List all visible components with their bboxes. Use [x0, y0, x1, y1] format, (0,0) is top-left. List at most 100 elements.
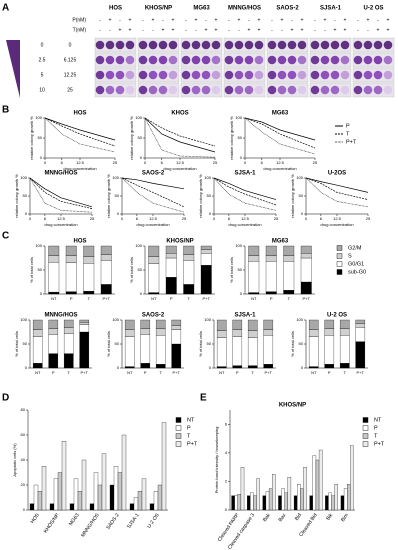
bar-segment: [248, 261, 260, 293]
well: [353, 40, 363, 50]
well: [201, 40, 211, 50]
well: [158, 40, 168, 50]
sign: +: [387, 17, 390, 23]
chart-title: MG63: [272, 239, 289, 245]
y-tick-label: 100: [112, 317, 119, 322]
y-tick-label: 50: [207, 341, 212, 346]
legend-label: P: [187, 425, 191, 431]
well: [267, 85, 277, 95]
y-tick-label: 20: [21, 482, 26, 487]
series-line: [121, 177, 185, 213]
x-tick-label: Bax: [278, 512, 288, 523]
legend-swatch: [175, 417, 182, 423]
sign: -: [185, 27, 187, 33]
x-tick-label: MNNG/HOS: [80, 512, 101, 539]
well: [105, 55, 115, 65]
x-tick-label: 12.5: [276, 160, 285, 165]
x-tick-label: NT: [35, 370, 41, 375]
bar-segment: [300, 257, 312, 283]
sign: -: [228, 17, 230, 23]
x-axis-label: drug concentration: [263, 166, 296, 171]
bar-segment: [79, 324, 90, 333]
bar-segment: [140, 319, 151, 329]
bar: [303, 466, 307, 511]
well: [297, 55, 307, 65]
y-tick-label: 0: [40, 291, 43, 296]
x-tick-label: NT: [219, 370, 225, 375]
bar-segment: [32, 336, 43, 364]
bar-segment: [265, 245, 277, 256]
y-tick-label: 0: [240, 155, 243, 160]
well: [191, 55, 201, 65]
bar: [81, 459, 87, 511]
y-tick-label: 0: [140, 155, 143, 160]
y-axis-label: relative colony growth %: [106, 174, 111, 218]
x-tick-label: NT: [311, 370, 317, 375]
sign: -: [314, 17, 316, 23]
bar-segment: [339, 335, 350, 364]
sign: +: [172, 17, 175, 23]
x-tick-label: 12.5: [76, 160, 85, 165]
bar-segment: [324, 328, 335, 336]
bar-segment: [124, 336, 135, 367]
well: [105, 70, 115, 80]
sign: +: [344, 17, 347, 23]
bar-segment: [140, 363, 151, 369]
bar-segment: [124, 329, 135, 337]
bar: [340, 495, 345, 511]
sign: -: [334, 17, 336, 23]
bar: [287, 476, 292, 511]
well: [267, 40, 277, 50]
bar-segment: [32, 329, 43, 337]
series-line: [29, 177, 93, 213]
x-tick-label: 6: [320, 216, 323, 221]
panel-label: B: [2, 105, 9, 116]
series-line: [44, 117, 116, 153]
series-line: [213, 177, 277, 206]
cell-line: U-2 OS: [363, 6, 383, 12]
well: [181, 85, 191, 95]
bar-segment: [165, 245, 177, 254]
well: [234, 85, 244, 95]
chart-title: KHOS: [171, 111, 188, 117]
sign: -: [357, 17, 359, 23]
bar-segment: [48, 328, 59, 335]
series-line: [305, 177, 369, 208]
well: [224, 85, 234, 95]
well: [267, 70, 277, 80]
bar-segment: [171, 343, 182, 369]
x-tick-label: T: [88, 296, 91, 301]
bar-segment: [63, 333, 74, 354]
well: [320, 55, 330, 65]
bar-segment: [124, 366, 135, 369]
bar-segment: [200, 245, 212, 250]
plate: [137, 52, 180, 68]
series-line: [29, 177, 93, 209]
bar-segment: [83, 245, 95, 257]
x-tick-label: P+T: [357, 370, 365, 375]
bar-segment: [248, 292, 260, 295]
legend-label: P: [374, 425, 378, 431]
concentration: 0: [69, 42, 72, 48]
x-axis-label: drug concentration: [63, 166, 96, 171]
y-tick-label: 4: [225, 450, 228, 455]
bar: [272, 474, 276, 511]
y-tick-label: 50: [23, 193, 28, 198]
bar-segment: [247, 319, 258, 331]
well: [373, 40, 383, 50]
well: [181, 40, 191, 50]
well: [340, 70, 350, 80]
bar-segment: [248, 255, 260, 262]
chart-title: KHOS/NP: [166, 239, 193, 245]
plate: [266, 67, 309, 83]
bar-segment: [65, 255, 77, 263]
legend-swatch: [362, 433, 369, 439]
sign: -: [228, 27, 230, 33]
chart-title: U-2 OS: [327, 313, 347, 319]
well: [373, 85, 383, 95]
y-tick-label: 100: [204, 175, 211, 180]
plate: [223, 67, 266, 83]
bar-segment: [308, 329, 319, 337]
x-tick-label: U-2 OS: [146, 512, 161, 530]
sign: -: [142, 27, 144, 33]
